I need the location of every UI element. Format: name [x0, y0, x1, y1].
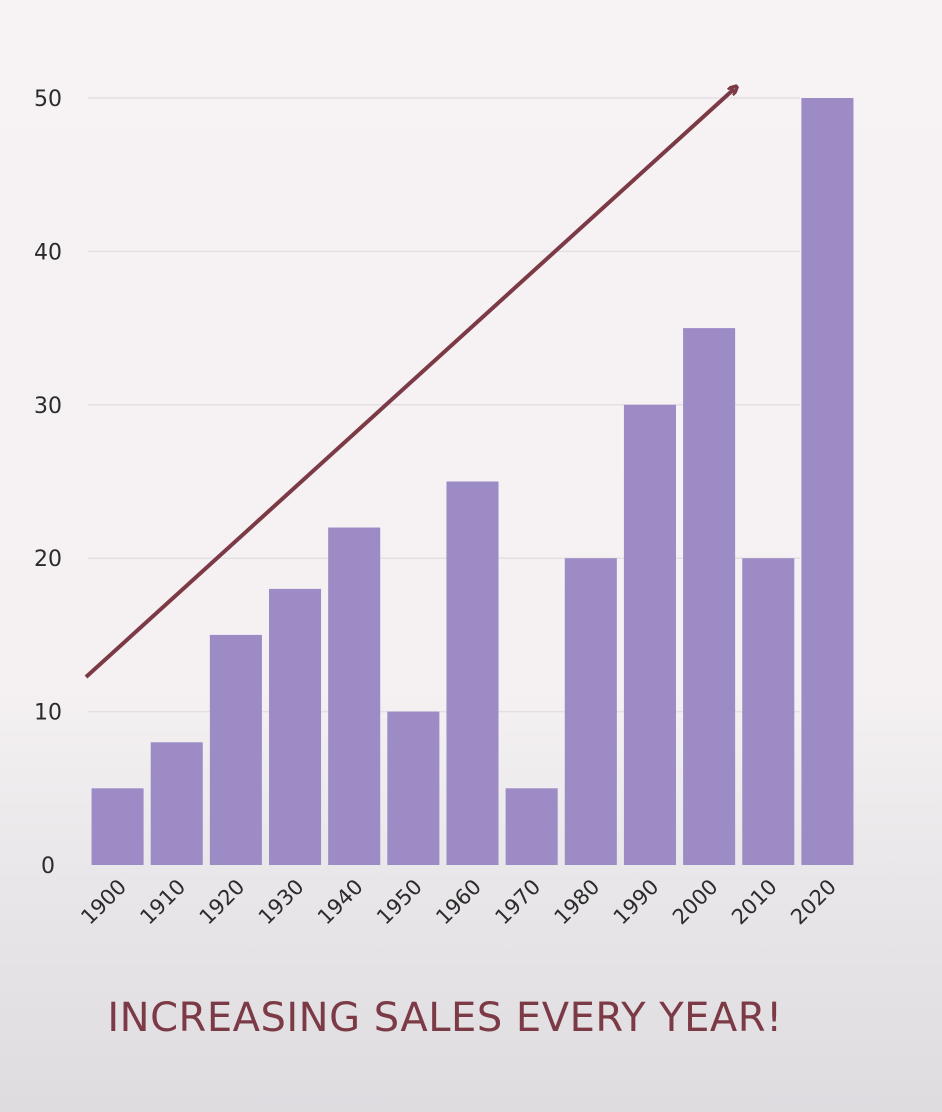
- bar-1940: [328, 527, 381, 865]
- bar-chart: 0 10 20 30 40 50 1900 1910 1920 1930 1940 1950 1960…: [34, 0, 854, 930]
- x-tick-label: 1930: [254, 875, 309, 930]
- x-tick-label: 1990: [609, 875, 664, 930]
- y-tick-label: 30: [34, 394, 62, 419]
- x-tick-label: 1960: [431, 875, 486, 930]
- bar-1950: [387, 711, 440, 865]
- bar-1910: [150, 742, 203, 865]
- bar-1990: [623, 404, 676, 865]
- bar-1900: [91, 788, 144, 865]
- x-tick-label: 2020: [786, 875, 841, 930]
- x-tick-label: 1980: [550, 875, 605, 930]
- y-tick-label: 0: [41, 854, 55, 879]
- gridlines: [88, 97, 800, 713]
- x-tick-label: 2010: [727, 875, 782, 930]
- x-tick-label: 1920: [195, 875, 250, 930]
- y-tick-label: 10: [34, 701, 62, 726]
- x-tick-label: 1910: [135, 875, 190, 930]
- x-tick-label: 1970: [490, 875, 545, 930]
- bars: [91, 98, 854, 866]
- y-tick-label: 20: [34, 547, 62, 572]
- bar-2020: [801, 98, 854, 865]
- trend-arrow: [84, 89, 734, 679]
- chart-caption: INCREASING SALES EVERY YEAR!: [107, 995, 783, 1041]
- x-tick-label: 1950: [372, 875, 427, 930]
- trend-arrow-line: [84, 89, 734, 679]
- x-tick-label: 2000: [668, 875, 723, 930]
- x-axis-ticks: 1900 1910 1920 1930 1940 1950 1960 1970 1980 1990…: [76, 875, 841, 930]
- bar-1970: [505, 788, 558, 865]
- bar-2010: [742, 558, 795, 865]
- y-tick-label: 50: [34, 87, 62, 112]
- bar-1930: [269, 588, 322, 865]
- x-tick-label: 1900: [76, 875, 131, 930]
- x-tick-label: 1940: [313, 875, 368, 930]
- bar-2000: [683, 328, 736, 866]
- bar-1960: [446, 481, 499, 865]
- y-tick-label: 40: [34, 240, 62, 265]
- bar-1920: [209, 634, 262, 865]
- y-axis-ticks: 0 10 20 30 40 50: [34, 87, 62, 879]
- bar-1980: [564, 558, 617, 865]
